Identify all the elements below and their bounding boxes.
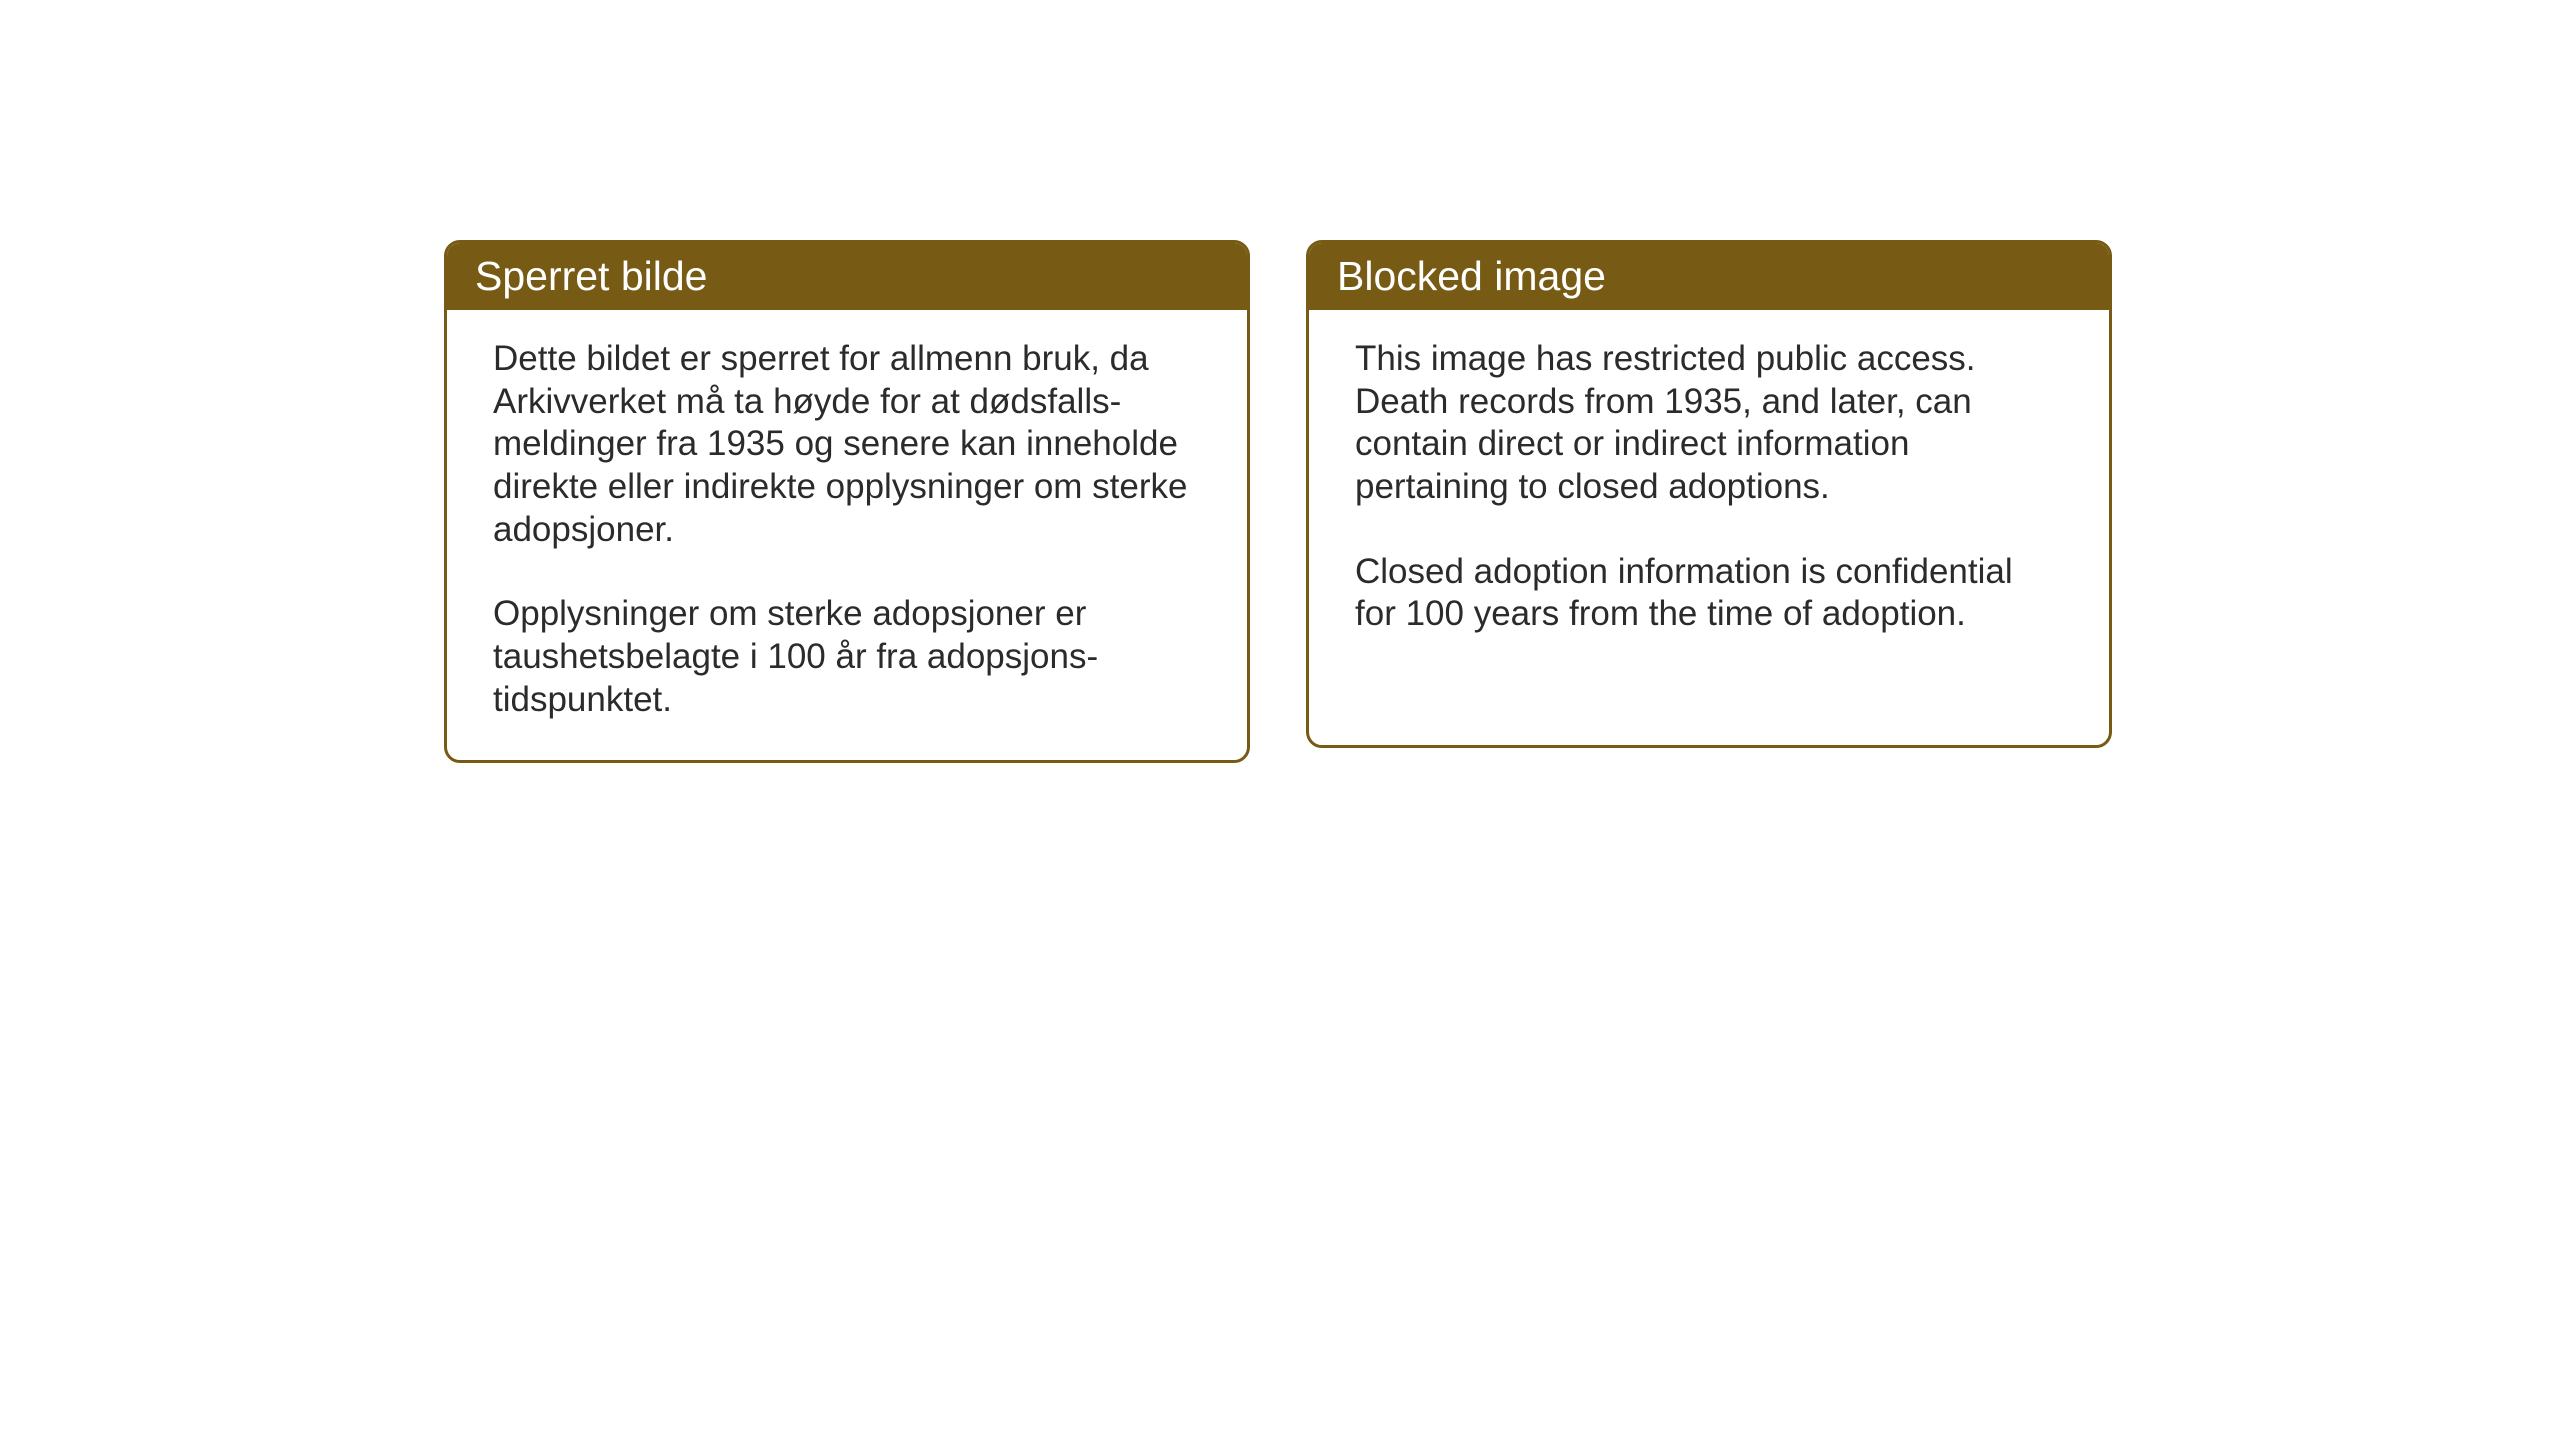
card-norwegian-title: Sperret bilde bbox=[475, 253, 707, 299]
card-english-header: Blocked image bbox=[1309, 243, 2109, 310]
card-norwegian: Sperret bilde Dette bildet er sperret fo… bbox=[444, 240, 1250, 763]
card-norwegian-paragraph-1: Dette bildet er sperret for allmenn bruk… bbox=[493, 338, 1201, 551]
card-english: Blocked image This image has restricted … bbox=[1306, 240, 2112, 748]
card-english-title: Blocked image bbox=[1337, 253, 1606, 299]
card-norwegian-body: Dette bildet er sperret for allmenn bruk… bbox=[447, 310, 1247, 760]
card-english-paragraph-2: Closed adoption information is confident… bbox=[1355, 551, 2063, 636]
card-norwegian-paragraph-2: Opplysninger om sterke adopsjoner er tau… bbox=[493, 593, 1201, 721]
card-english-body: This image has restricted public access.… bbox=[1309, 310, 2109, 674]
card-norwegian-header: Sperret bilde bbox=[447, 243, 1247, 310]
card-english-paragraph-1: This image has restricted public access.… bbox=[1355, 338, 2063, 509]
cards-container: Sperret bilde Dette bildet er sperret fo… bbox=[444, 240, 2112, 763]
